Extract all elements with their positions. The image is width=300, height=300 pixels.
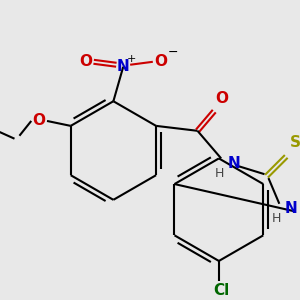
Text: O: O [216, 91, 229, 106]
Text: H: H [214, 167, 224, 180]
Text: +: + [126, 54, 136, 64]
Text: O: O [79, 54, 92, 69]
Text: N: N [285, 201, 298, 216]
Text: O: O [154, 54, 167, 69]
Text: O: O [33, 113, 46, 128]
Text: S: S [290, 135, 300, 150]
Text: Cl: Cl [214, 283, 230, 298]
Text: −: − [167, 45, 178, 58]
Text: N: N [117, 59, 130, 74]
Text: H: H [272, 212, 281, 225]
Text: N: N [228, 156, 240, 171]
